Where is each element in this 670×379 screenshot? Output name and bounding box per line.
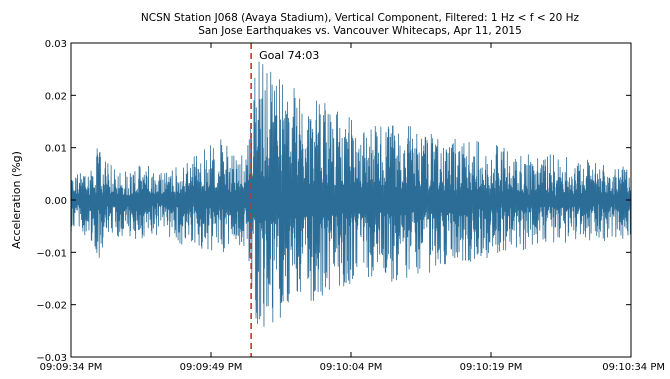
y-tick-label-0: 0.03 bbox=[45, 39, 67, 50]
chart-title-line1: NCSN Station J068 (Avaya Stadium), Verti… bbox=[141, 12, 580, 24]
x-tick-label-0: 09:09:34 PM bbox=[40, 362, 103, 373]
series-line-0 bbox=[71, 61, 631, 327]
y-tick-label-1: 0.02 bbox=[45, 91, 67, 102]
y-tick-label-6: −0.03 bbox=[36, 353, 67, 364]
y-tick-label-5: −0.02 bbox=[36, 301, 67, 312]
y-tick-label-4: −0.01 bbox=[36, 248, 67, 259]
x-tick-label-3: 09:10:19 PM bbox=[460, 362, 523, 373]
annotation-label-0: Goal 74:03 bbox=[259, 49, 319, 62]
y-tick-label-3: 0.00 bbox=[45, 196, 67, 207]
plot-area: Goal 74:03 0.03 0.02 0.01 0.00 −0.01 −0.02 −0.0… bbox=[36, 39, 665, 373]
x-tick-label-2: 09:10:04 PM bbox=[320, 362, 383, 373]
y-tick-label-2: 0.01 bbox=[45, 144, 67, 155]
chart-title-line2: San Jose Earthquakes vs. Vancouver White… bbox=[198, 25, 522, 37]
x-tick-label-4: 09:10:34 PM bbox=[602, 362, 665, 373]
x-tick-label-1: 09:09:49 PM bbox=[180, 362, 243, 373]
y-axis-label: Acceleration (%g) bbox=[10, 151, 23, 249]
